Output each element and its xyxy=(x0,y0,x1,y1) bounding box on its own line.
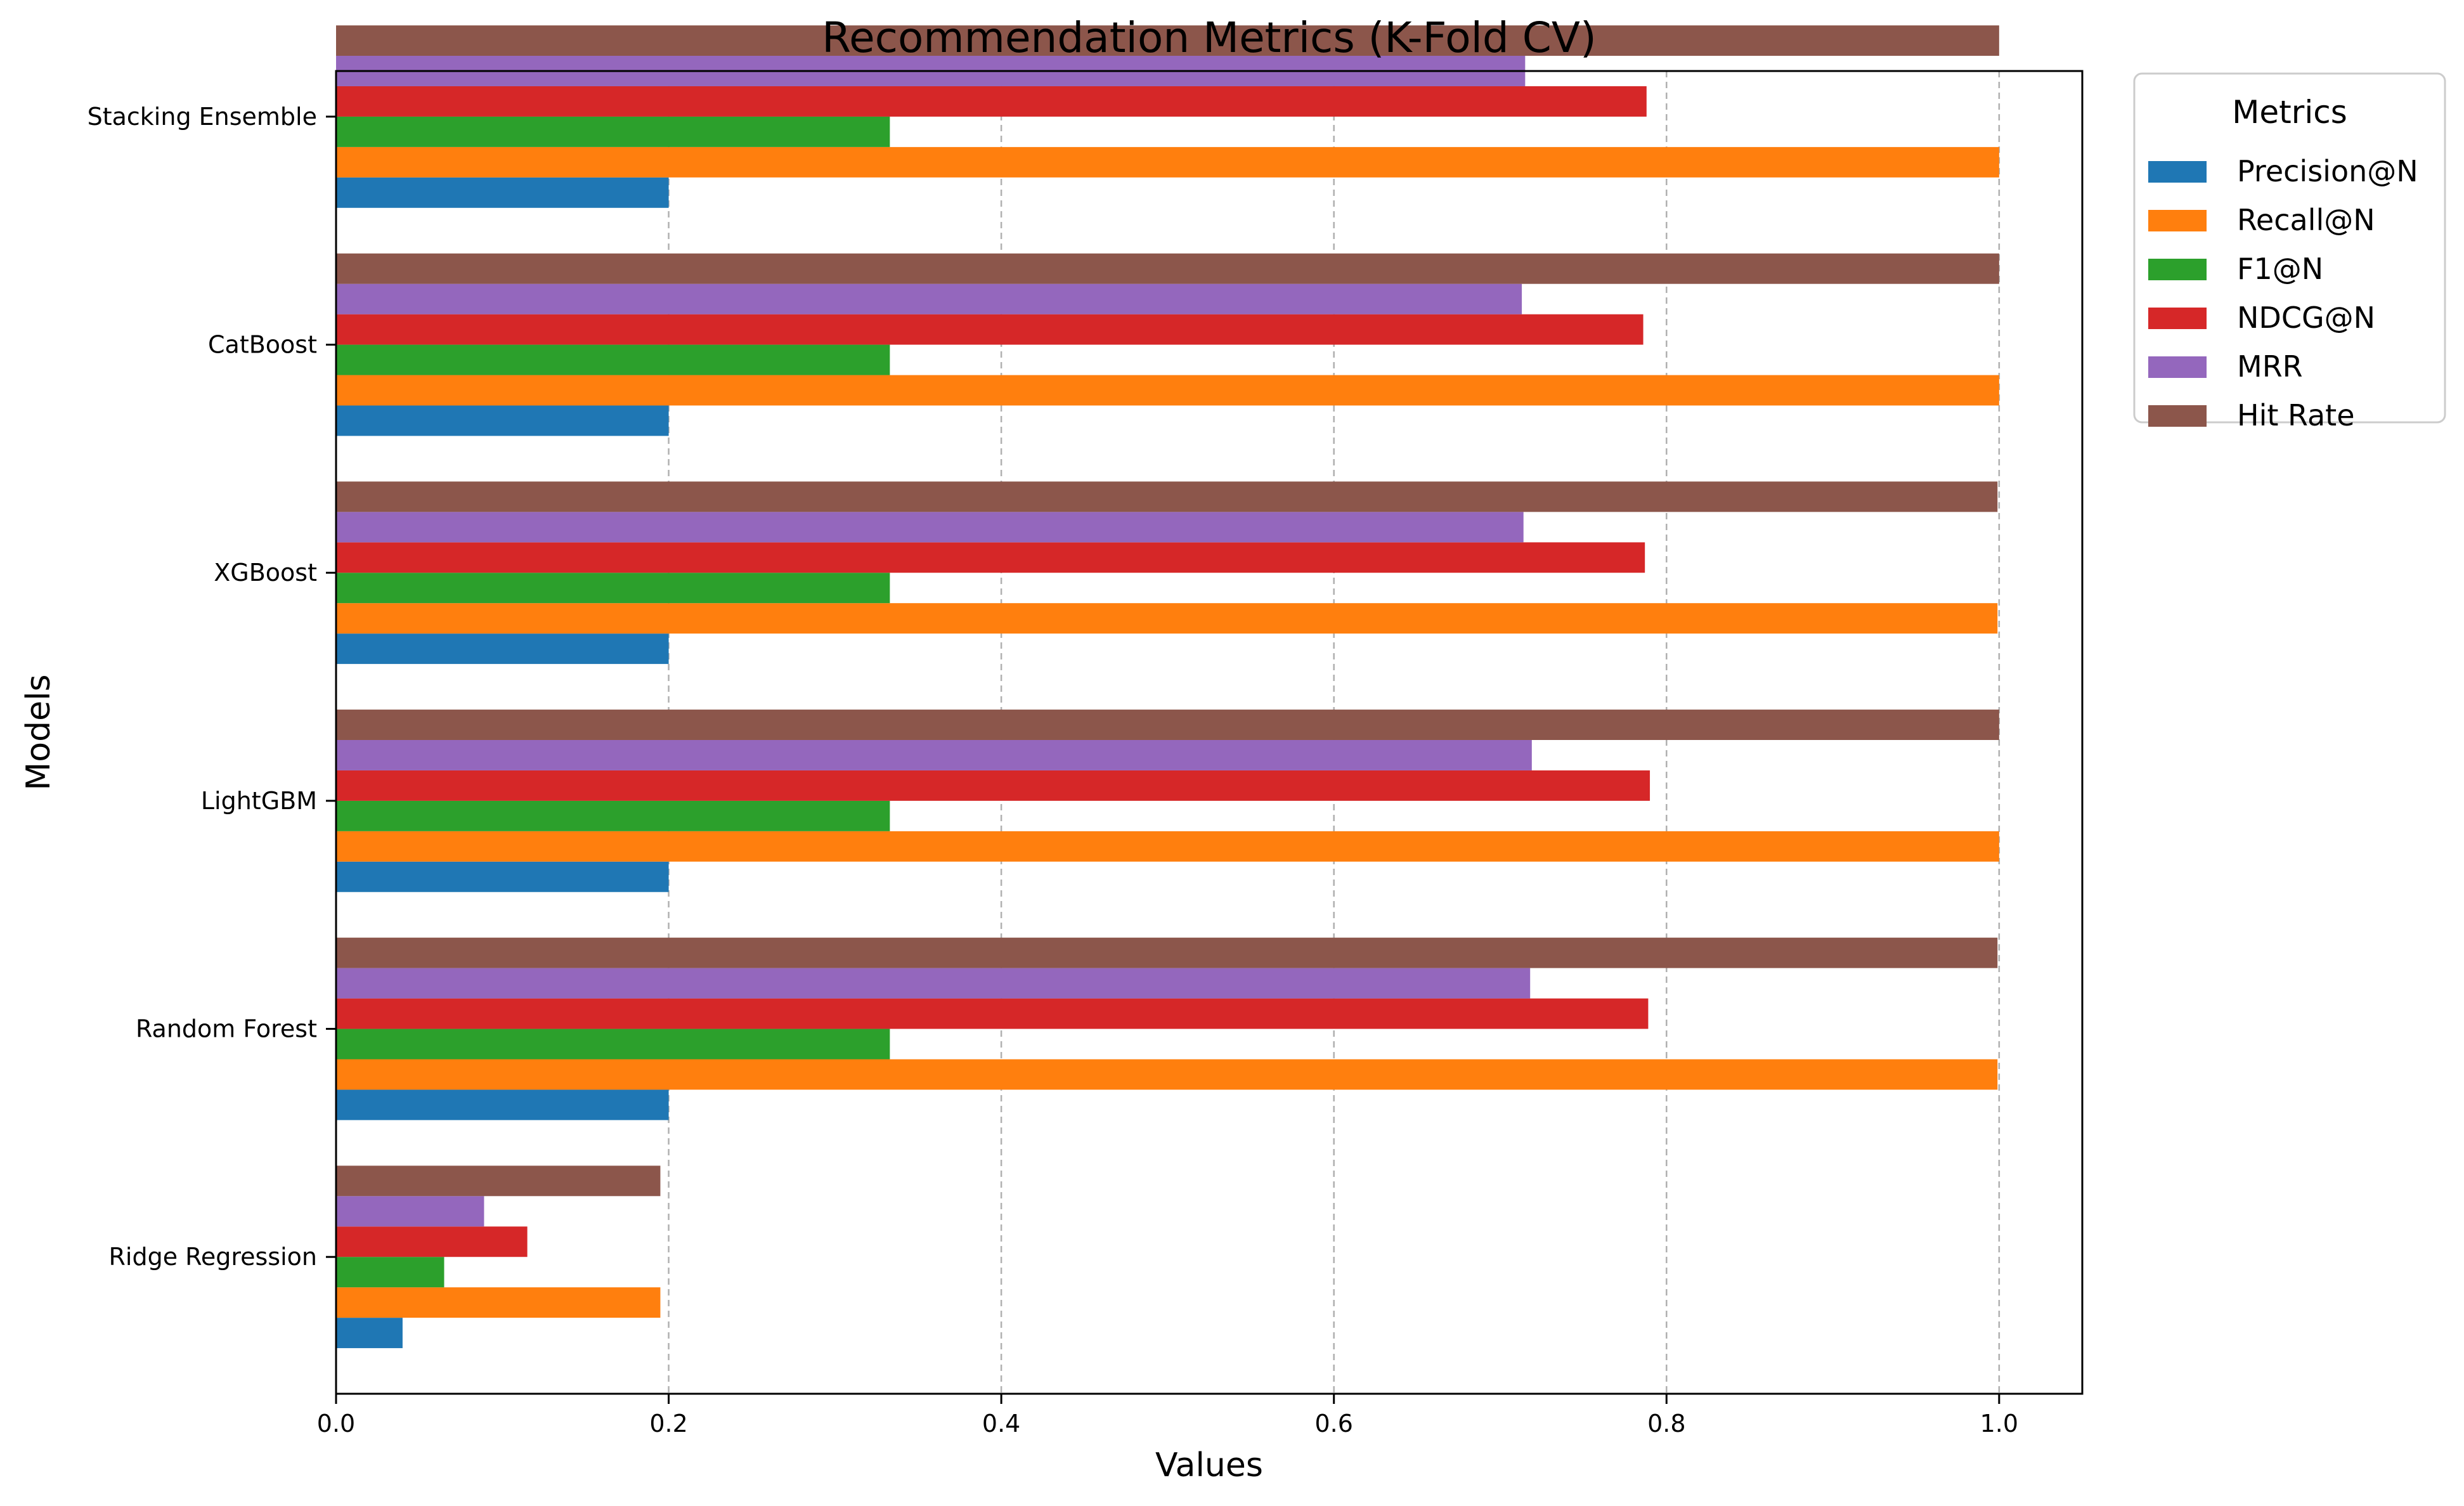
legend-swatch-f1-n xyxy=(2148,259,2207,280)
legend-label-recall-n: Recall@N xyxy=(2237,203,2375,237)
legend-swatch-hit-rate xyxy=(2148,405,2207,427)
bar-precision-n-random-forest xyxy=(336,1089,669,1120)
bar-mrr-ridge-regression xyxy=(336,1196,484,1227)
chart-title: Recommendation Metrics (K-Fold CV) xyxy=(822,13,1597,62)
legend-label-ndcg-n: NDCG@N xyxy=(2237,301,2375,335)
bar-f1-n-xgboost xyxy=(336,573,890,604)
bars xyxy=(336,25,1999,1349)
bar-ndcg-n-xgboost xyxy=(336,542,1645,573)
bar-mrr-catboost xyxy=(336,283,1522,315)
y-axis-label: Models xyxy=(20,674,58,790)
bar-ndcg-n-stacking-ensemble xyxy=(336,86,1647,117)
legend-swatch-ndcg-n xyxy=(2148,308,2207,329)
bar-precision-n-lightgbm xyxy=(336,861,669,892)
legend-label-mrr: MRR xyxy=(2237,349,2303,384)
bar-mrr-xgboost xyxy=(336,512,1524,543)
legend-label-hit-rate: Hit Rate xyxy=(2237,398,2355,432)
bar-f1-n-catboost xyxy=(336,344,890,375)
x-axis-label: Values xyxy=(1155,1446,1263,1484)
bar-precision-n-ridge-regression xyxy=(336,1318,403,1349)
y-axis-ticks: Ridge Regression Random Forest LightGBM XGB… xyxy=(88,103,336,1271)
bar-recall-n-stacking-ensemble xyxy=(336,146,1999,178)
bar-hit-rate-random-forest xyxy=(336,937,1998,968)
bar-ndcg-n-lightgbm xyxy=(336,770,1650,801)
x-tick-label-4: 0.8 xyxy=(1647,1410,1685,1438)
bar-precision-n-catboost xyxy=(336,405,669,436)
legend-title: Metrics xyxy=(2232,94,2347,131)
bar-mrr-lightgbm xyxy=(336,739,1532,770)
legend-frame xyxy=(2133,72,2446,424)
plot-frame xyxy=(335,70,2084,1395)
bar-ndcg-n-ridge-regression xyxy=(336,1226,528,1257)
bar-recall-n-ridge-regression xyxy=(336,1287,661,1318)
bar-hit-rate-catboost xyxy=(336,253,1999,284)
x-tick-label-1: 0.2 xyxy=(649,1410,687,1438)
y-tick-label-5: Stacking Ensemble xyxy=(88,103,317,131)
legend-swatch-mrr xyxy=(2148,356,2207,378)
bar-recall-n-lightgbm xyxy=(336,831,1999,862)
x-tick-label-3: 0.6 xyxy=(1314,1410,1352,1438)
bar-ndcg-n-catboost xyxy=(336,314,1644,345)
legend: Metrics Precision@N Recall@N F1@N NDCG@N MRR… xyxy=(2133,72,2446,432)
bar-precision-n-xgboost xyxy=(336,633,669,665)
bar-mrr-random-forest xyxy=(336,968,1531,999)
bar-precision-n-stacking-ensemble xyxy=(336,177,669,208)
legend-label-f1-n: F1@N xyxy=(2237,252,2323,286)
bar-f1-n-ridge-regression xyxy=(336,1257,444,1288)
bar-f1-n-stacking-ensemble xyxy=(336,116,890,147)
bar-ndcg-n-random-forest xyxy=(336,998,1649,1029)
legend-swatch-recall-n xyxy=(2148,210,2207,231)
bar-recall-n-xgboost xyxy=(336,603,1998,634)
y-tick-label-3: XGBoost xyxy=(214,559,317,587)
x-axis-ticks: 0.0 0.2 0.4 0.6 0.8 1.0 xyxy=(317,1394,2018,1438)
bar-f1-n-random-forest xyxy=(336,1029,890,1060)
y-tick-label-0: Ridge Regression xyxy=(108,1243,317,1271)
bar-hit-rate-lightgbm xyxy=(336,710,1999,740)
y-tick-label-1: Random Forest xyxy=(136,1015,317,1043)
x-tick-label-2: 0.4 xyxy=(982,1410,1020,1438)
bar-recall-n-random-forest xyxy=(336,1059,1998,1090)
legend-swatch-precision-n xyxy=(2148,161,2207,183)
bar-hit-rate-ridge-regression xyxy=(336,1165,661,1197)
x-tick-label-5: 1.0 xyxy=(1980,1410,2018,1438)
x-tick-label-0: 0.0 xyxy=(317,1410,355,1438)
legend-items: Precision@N Recall@N F1@N NDCG@N MRR Hit Rate xyxy=(2148,154,2418,432)
y-tick-label-4: CatBoost xyxy=(208,331,317,359)
bar-f1-n-lightgbm xyxy=(336,800,890,831)
bar-hit-rate-stacking-ensemble xyxy=(336,25,1999,56)
bar-recall-n-catboost xyxy=(336,375,1999,406)
y-tick-label-2: LightGBM xyxy=(201,787,317,815)
bar-hit-rate-xgboost xyxy=(336,481,1998,512)
legend-label-precision-n: Precision@N xyxy=(2237,154,2418,188)
